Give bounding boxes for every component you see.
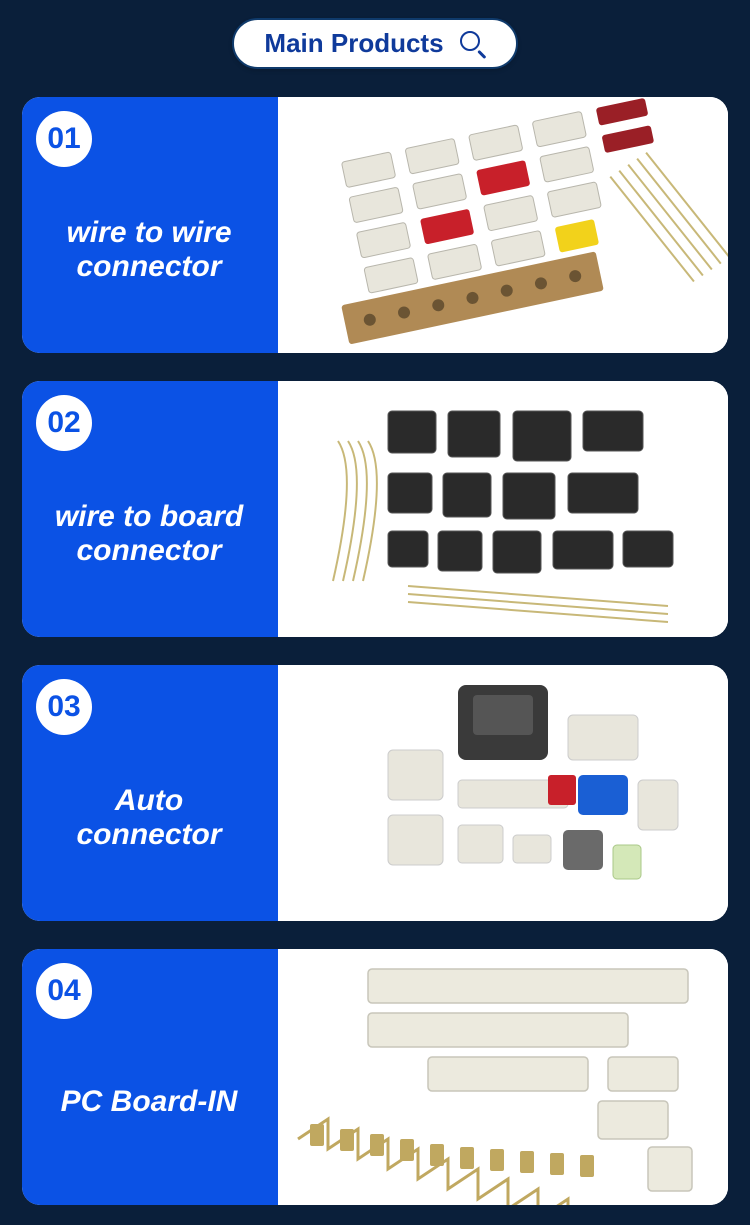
- product-title: wire to wire connector: [36, 216, 262, 285]
- product-card-left: 03 Auto connector: [22, 665, 278, 921]
- header-pill: Main Products: [232, 18, 517, 69]
- product-title: PC Board-IN: [53, 1085, 246, 1120]
- connectors-illustration-icon: [278, 97, 728, 353]
- product-card: 02 wire to board connector: [22, 381, 728, 637]
- product-title: Auto connector: [36, 784, 262, 853]
- connectors-illustration-icon: [278, 949, 728, 1205]
- product-image: [278, 381, 728, 637]
- product-card: 03 Auto connector: [22, 665, 728, 921]
- product-image: [278, 949, 728, 1205]
- product-image: [278, 97, 728, 353]
- product-card-list: 01 wire to wire connector: [0, 97, 750, 1205]
- product-number-badge: 02: [36, 395, 92, 451]
- product-title: wire to board connector: [36, 500, 262, 569]
- search-icon: [460, 31, 486, 57]
- product-image: [278, 665, 728, 921]
- header: Main Products: [0, 0, 750, 97]
- connectors-illustration-icon: [278, 665, 728, 921]
- page-title: Main Products: [264, 28, 443, 59]
- product-number-badge: 01: [36, 111, 92, 167]
- product-number-badge: 04: [36, 963, 92, 1019]
- product-card-left: 01 wire to wire connector: [22, 97, 278, 353]
- product-card-left: 02 wire to board connector: [22, 381, 278, 637]
- product-card-left: 04 PC Board-IN: [22, 949, 278, 1205]
- connectors-illustration-icon: [278, 381, 728, 637]
- product-number-badge: 03: [36, 679, 92, 735]
- product-card: 01 wire to wire connector: [22, 97, 728, 353]
- product-card: 04 PC Board-IN: [22, 949, 728, 1205]
